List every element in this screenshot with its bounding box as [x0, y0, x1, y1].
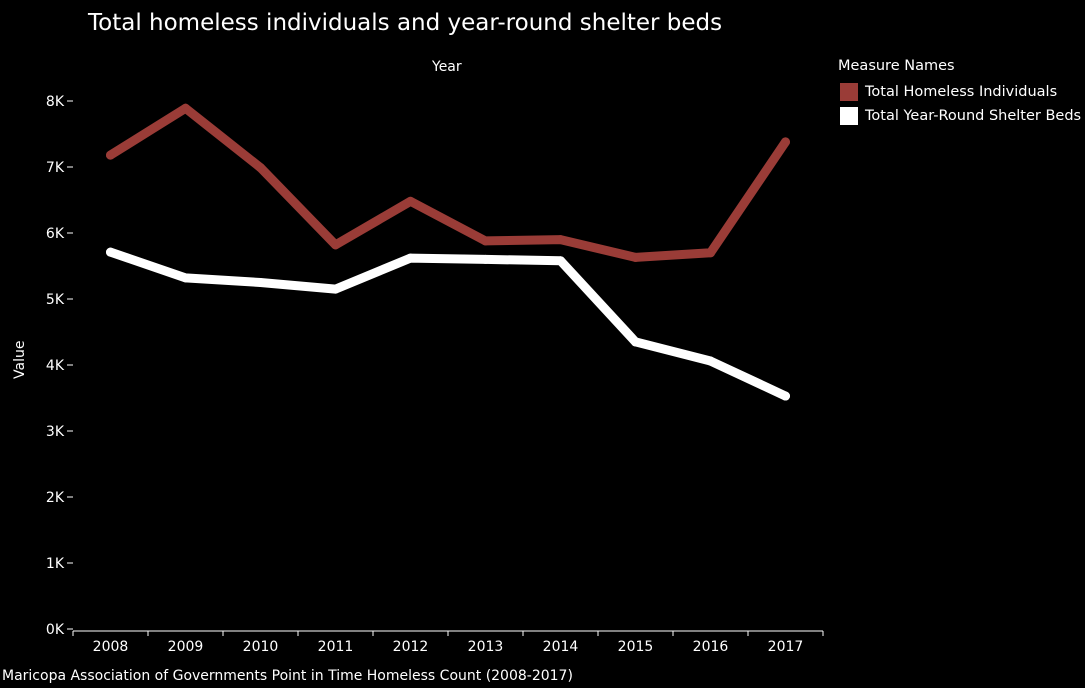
chart-title: Total homeless individuals and year-roun…	[88, 10, 723, 36]
data-point	[181, 103, 190, 113]
y-tick-label: 5K	[46, 292, 65, 308]
data-point	[556, 235, 565, 245]
y-tick-label: 2K	[46, 490, 65, 506]
series-line-shelter-beds	[106, 247, 790, 401]
y-tick-label: 8K	[46, 94, 65, 110]
x-tick-label: 2016	[693, 639, 729, 655]
x-tick-label: 2013	[468, 639, 504, 655]
data-point	[181, 273, 190, 283]
data-point	[631, 337, 640, 347]
y-tick-label: 3K	[46, 424, 65, 440]
data-point	[706, 248, 715, 258]
y-tick-label: 4K	[46, 358, 65, 374]
data-point	[406, 196, 415, 206]
x-tick-label: 2009	[168, 639, 204, 655]
data-point	[631, 252, 640, 262]
x-axis-label: Year	[432, 59, 462, 75]
x-tick-label: 2014	[543, 639, 579, 655]
data-point	[481, 236, 490, 246]
y-tick-label: 6K	[46, 226, 65, 242]
data-point	[256, 278, 265, 287]
data-point	[406, 253, 415, 263]
legend-label-shelter-beds: Total Year-Round Shelter Beds	[865, 108, 1082, 124]
x-tick-label: 2012	[393, 639, 429, 655]
y-tick-label: 1K	[46, 556, 65, 572]
data-point	[256, 163, 265, 173]
x-tick-label: 2015	[618, 639, 654, 655]
data-point	[706, 356, 715, 366]
y-tick-label: 0K	[46, 622, 65, 638]
data-point	[781, 391, 790, 401]
x-tick-label: 2010	[243, 639, 279, 655]
data-point	[481, 254, 490, 264]
legend-item-shelter-beds[interactable]: Total Year-Round Shelter Beds	[838, 104, 1081, 128]
series-line-homeless	[106, 103, 790, 262]
legend-item-homeless[interactable]: Total Homeless Individuals	[838, 80, 1081, 104]
legend-swatch-homeless	[840, 83, 858, 101]
data-point	[106, 247, 115, 257]
legend: Measure Names Total Homeless Individuals…	[838, 58, 1081, 128]
x-tick-label: 2011	[318, 639, 354, 655]
legend-title: Measure Names	[838, 58, 955, 74]
data-point	[331, 284, 340, 294]
data-point	[781, 137, 790, 147]
legend-swatch-shelter-beds	[840, 107, 858, 125]
x-tick-label: 2008	[93, 639, 129, 655]
legend-label-homeless: Total Homeless Individuals	[865, 84, 1058, 100]
source-note: Maricopa Association of Governments Poin…	[2, 668, 573, 684]
data-point	[556, 256, 565, 266]
data-point	[106, 150, 115, 160]
data-point	[331, 240, 340, 250]
x-tick-label: 2017	[768, 639, 804, 655]
y-tick-label: 7K	[46, 160, 65, 176]
